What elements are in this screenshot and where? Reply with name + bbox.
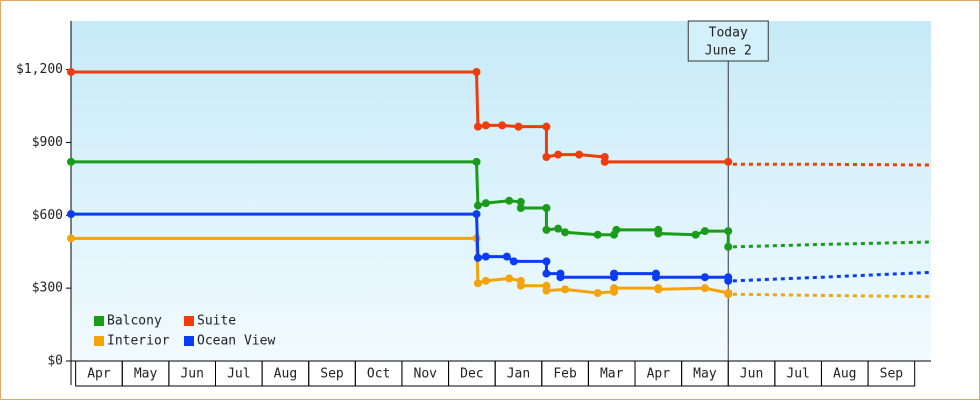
price-point — [481, 276, 490, 285]
price-point — [472, 157, 481, 166]
price-point — [575, 150, 584, 159]
price-point — [481, 121, 490, 130]
x-tick-label: Apr — [647, 367, 671, 382]
price-point — [654, 285, 663, 294]
price-point — [542, 225, 551, 234]
legend-label: Suite — [197, 314, 236, 329]
x-tick-label: Nov — [414, 367, 438, 382]
x-tick-label: Sep — [320, 367, 344, 382]
price-point — [724, 242, 733, 251]
today-box — [687, 20, 769, 62]
legend-swatch — [184, 316, 194, 326]
price-point — [67, 210, 75, 219]
price-point — [542, 286, 551, 295]
price-point — [542, 257, 551, 266]
legend-swatch — [94, 316, 104, 326]
price-point — [472, 68, 481, 76]
price-point — [472, 210, 481, 219]
x-tick-label: Aug — [833, 367, 856, 382]
price-point — [473, 122, 482, 131]
price-point — [67, 234, 75, 243]
legend-label: Ocean View — [197, 334, 275, 349]
x-tick-label: Mar — [600, 367, 624, 382]
price-point — [505, 196, 514, 205]
price-point — [593, 230, 602, 239]
price-point — [509, 257, 518, 266]
x-tick-label: Aug — [274, 367, 297, 382]
forecast-line — [732, 292, 932, 299]
price-point — [542, 204, 551, 212]
price-point — [654, 229, 663, 238]
price-point — [481, 252, 490, 261]
x-tick-label: Feb — [553, 367, 577, 382]
price-point — [473, 253, 482, 262]
price-point — [651, 273, 660, 282]
y-tick-label: $0 — [47, 354, 63, 369]
forecast-line — [732, 270, 932, 283]
price-point — [593, 289, 602, 297]
price-point — [498, 121, 507, 130]
price-point — [724, 290, 733, 299]
price-point — [600, 157, 609, 166]
x-tick-cell — [867, 360, 916, 387]
legend-swatch — [184, 336, 194, 346]
price-point — [724, 276, 733, 285]
price-point — [542, 269, 551, 278]
price-point — [473, 279, 482, 288]
x-tick-label: Jan — [507, 367, 530, 382]
price-point — [516, 281, 525, 290]
plot-area — [71, 21, 931, 361]
price-point — [554, 224, 563, 233]
y-tick-label: $600 — [32, 208, 63, 223]
x-tick-label: Dec — [460, 367, 483, 382]
x-tick-label: Jul — [786, 367, 809, 382]
x-tick-label: May — [693, 367, 717, 382]
x-tick-label: Oct — [367, 367, 390, 382]
x-tick-label: Apr — [87, 367, 111, 382]
x-tick-label: Jul — [227, 367, 250, 382]
price-point — [542, 122, 551, 131]
forecast-line — [732, 240, 932, 249]
price-point — [724, 157, 733, 166]
price-point — [554, 150, 563, 159]
legend-label: Balcony — [107, 314, 162, 329]
price-point — [542, 153, 551, 161]
y-tick-label: $300 — [32, 281, 63, 296]
price-point — [67, 68, 75, 76]
price-point — [473, 201, 482, 210]
x-tick-label: Jun — [180, 367, 203, 382]
price-point — [561, 228, 570, 237]
price-point — [700, 227, 709, 236]
x-tick-label: Sep — [880, 367, 904, 382]
x-tick-label: Jun — [740, 367, 763, 382]
price-point — [505, 274, 514, 283]
price-point — [502, 252, 511, 261]
today-label: June 2 — [705, 44, 752, 59]
price-point — [481, 199, 490, 208]
legend-label: Interior — [107, 334, 170, 349]
forecast-line — [732, 162, 932, 167]
price-point — [610, 269, 619, 278]
price-point — [67, 157, 75, 166]
price-point — [514, 122, 523, 131]
price-point — [700, 273, 709, 282]
y-tick-label: $1,200 — [16, 62, 63, 77]
price-point — [556, 273, 565, 282]
today-label: Today — [709, 26, 748, 41]
price-point — [612, 225, 621, 234]
x-tick-label: May — [134, 367, 158, 382]
y-tick-label: $900 — [32, 135, 63, 150]
price-point — [724, 227, 733, 236]
price-point — [691, 230, 700, 239]
price-point — [516, 197, 525, 206]
price-point — [516, 204, 525, 212]
price-point — [700, 284, 709, 293]
legend-swatch — [94, 336, 104, 346]
price-point — [610, 284, 619, 293]
price-point — [561, 285, 570, 294]
